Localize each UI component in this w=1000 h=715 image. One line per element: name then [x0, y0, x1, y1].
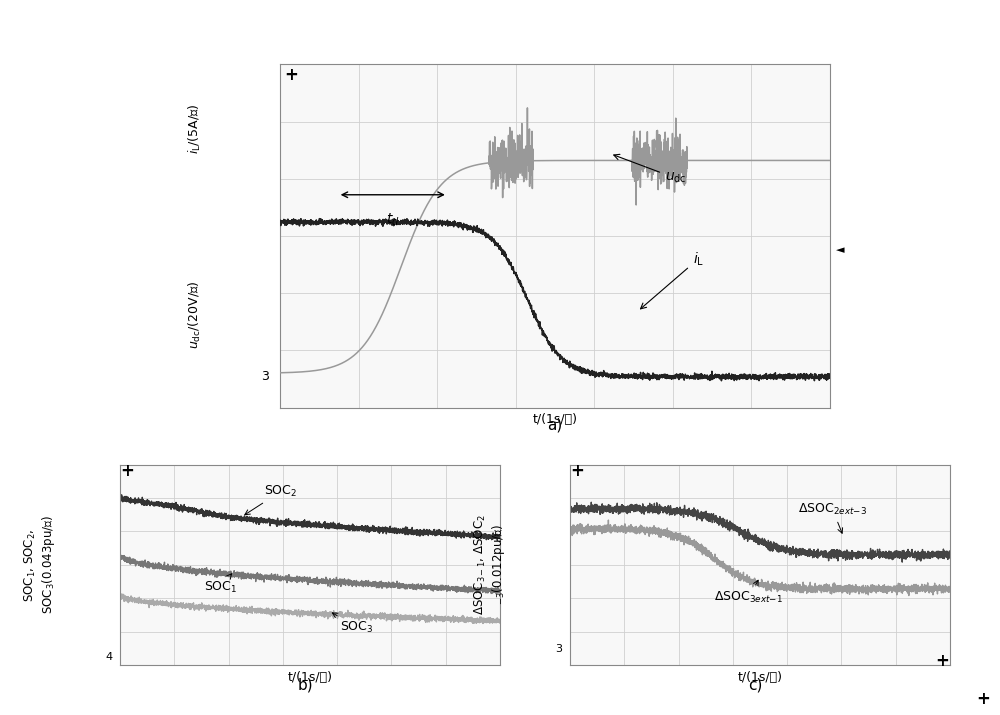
Text: ◄: ◄ — [836, 245, 844, 255]
Text: +: + — [935, 652, 949, 670]
Text: +: + — [976, 690, 990, 708]
Text: $i_\mathregular{L}$: $i_\mathregular{L}$ — [641, 250, 704, 309]
Text: $\Delta$SOC$_{3-1}$, $\Delta$SOC$_2$
$_{-3}$(0.012pu/格): $\Delta$SOC$_{3-1}$, $\Delta$SOC$_2$ $_{… — [473, 514, 507, 616]
Text: $\mathrm{SOC}_3$: $\mathrm{SOC}_3$ — [332, 613, 374, 635]
Text: $\Delta\mathrm{SOC}_{2	ext{-}3}$: $\Delta\mathrm{SOC}_{2 ext{-}3}$ — [798, 502, 867, 533]
Text: 3: 3 — [555, 644, 562, 654]
Text: +: + — [571, 462, 585, 480]
Text: $\mathrm{SOC}_1$: $\mathrm{SOC}_1$ — [204, 574, 237, 595]
Text: $u_\mathregular{dc}$/(20V/格): $u_\mathregular{dc}$/(20V/格) — [187, 280, 203, 349]
Text: $t_\mathregular{d}$: $t_\mathregular{d}$ — [386, 212, 400, 228]
Text: $i_\mathregular{L}$/(5A/格): $i_\mathregular{L}$/(5A/格) — [187, 104, 203, 154]
Text: 4: 4 — [105, 652, 112, 662]
Text: a): a) — [547, 417, 563, 432]
X-axis label: t/(1s/格): t/(1s/格) — [532, 413, 578, 426]
X-axis label: t/(1s/格): t/(1s/格) — [738, 671, 782, 684]
Text: $u_\mathregular{dc}$: $u_\mathregular{dc}$ — [614, 154, 687, 185]
Text: $\Delta\mathrm{SOC}_{3	ext{-}1}$: $\Delta\mathrm{SOC}_{3 ext{-}1}$ — [714, 581, 783, 605]
Text: 3: 3 — [261, 370, 269, 383]
Text: +: + — [284, 66, 298, 84]
Text: $\mathrm{SOC}_2$: $\mathrm{SOC}_2$ — [245, 484, 298, 515]
X-axis label: t/(1s/格): t/(1s/格) — [288, 671, 332, 684]
Text: +: + — [121, 462, 135, 480]
Text: SOC$_1$, SOC$_2$,
SOC$_3$(0.043pu/格): SOC$_1$, SOC$_2$, SOC$_3$(0.043pu/格) — [23, 516, 57, 614]
Text: c): c) — [748, 678, 762, 693]
Text: b): b) — [297, 678, 313, 693]
